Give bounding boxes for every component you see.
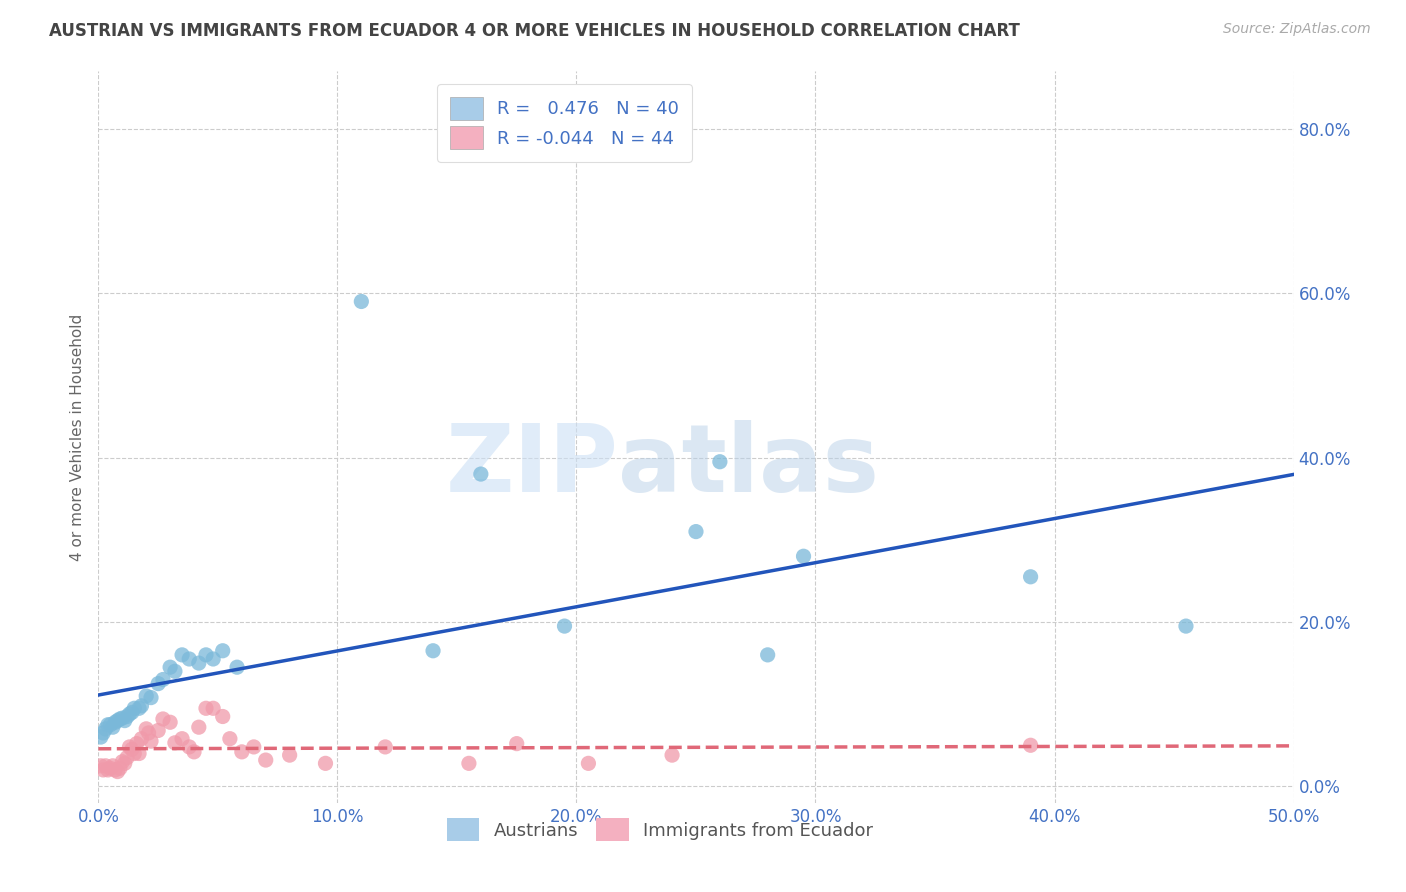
- Text: Source: ZipAtlas.com: Source: ZipAtlas.com: [1223, 22, 1371, 37]
- Point: [111, 755, 134, 769]
- Text: ZIP: ZIP: [446, 420, 619, 512]
- Legend: Austrians, Immigrants from Ecuador: Austrians, Immigrants from Ecuador: [440, 811, 880, 848]
- Point: [101, 759, 124, 773]
- Point: [94, 759, 117, 773]
- Point: [231, 745, 253, 759]
- Point: [202, 652, 225, 666]
- Point: [118, 706, 141, 721]
- Point: [107, 714, 129, 728]
- Point: [98, 761, 122, 775]
- Point: [148, 676, 170, 690]
- Point: [350, 294, 373, 309]
- Point: [148, 723, 170, 738]
- Point: [115, 709, 138, 723]
- Point: [179, 739, 201, 754]
- Point: [97, 717, 120, 731]
- Point: [1019, 570, 1042, 584]
- Point: [211, 644, 233, 658]
- Point: [138, 726, 160, 740]
- Point: [506, 737, 529, 751]
- Point: [578, 756, 600, 771]
- Point: [135, 722, 157, 736]
- Point: [108, 712, 131, 726]
- Text: AUSTRIAN VS IMMIGRANTS FROM ECUADOR 4 OR MORE VEHICLES IN HOUSEHOLD CORRELATION : AUSTRIAN VS IMMIGRANTS FROM ECUADOR 4 OR…: [49, 22, 1021, 40]
- Y-axis label: 4 or more Vehicles in Household: 4 or more Vehicles in Household: [69, 313, 84, 561]
- Point: [124, 701, 146, 715]
- Point: [114, 756, 136, 771]
- Point: [152, 712, 174, 726]
- Point: [187, 720, 209, 734]
- Point: [115, 750, 138, 764]
- Point: [159, 715, 181, 730]
- Point: [135, 689, 157, 703]
- Point: [554, 619, 576, 633]
- Point: [97, 763, 120, 777]
- Point: [195, 701, 218, 715]
- Point: [163, 736, 186, 750]
- Point: [470, 467, 492, 481]
- Point: [709, 455, 731, 469]
- Point: [90, 730, 112, 744]
- Point: [104, 763, 127, 777]
- Point: [195, 648, 218, 662]
- Point: [187, 656, 209, 670]
- Point: [139, 734, 162, 748]
- Point: [254, 753, 277, 767]
- Point: [315, 756, 337, 771]
- Point: [114, 714, 136, 728]
- Point: [128, 747, 150, 761]
- Point: [219, 731, 242, 746]
- Point: [108, 761, 131, 775]
- Point: [172, 731, 194, 746]
- Point: [179, 652, 201, 666]
- Point: [422, 644, 444, 658]
- Point: [756, 648, 779, 662]
- Point: [243, 739, 266, 754]
- Point: [661, 748, 683, 763]
- Point: [793, 549, 815, 564]
- Point: [458, 756, 481, 771]
- Point: [124, 747, 146, 761]
- Point: [1019, 739, 1042, 753]
- Point: [183, 745, 205, 759]
- Point: [211, 709, 233, 723]
- Point: [121, 706, 143, 720]
- Point: [685, 524, 707, 539]
- Point: [90, 759, 112, 773]
- Point: [1175, 619, 1198, 633]
- Point: [104, 715, 127, 730]
- Point: [202, 701, 225, 715]
- Point: [98, 717, 122, 731]
- Point: [159, 660, 181, 674]
- Point: [111, 711, 134, 725]
- Point: [101, 720, 124, 734]
- Point: [94, 722, 117, 736]
- Point: [278, 748, 301, 763]
- Point: [163, 665, 186, 679]
- Point: [139, 690, 162, 705]
- Point: [226, 660, 249, 674]
- Point: [107, 764, 129, 779]
- Point: [91, 763, 114, 777]
- Point: [131, 731, 153, 746]
- Point: [125, 737, 148, 751]
- Point: [131, 698, 153, 713]
- Text: atlas: atlas: [619, 420, 879, 512]
- Point: [128, 701, 150, 715]
- Point: [91, 726, 114, 740]
- Point: [121, 742, 143, 756]
- Point: [374, 739, 396, 754]
- Point: [118, 739, 141, 754]
- Point: [152, 673, 174, 687]
- Point: [172, 648, 194, 662]
